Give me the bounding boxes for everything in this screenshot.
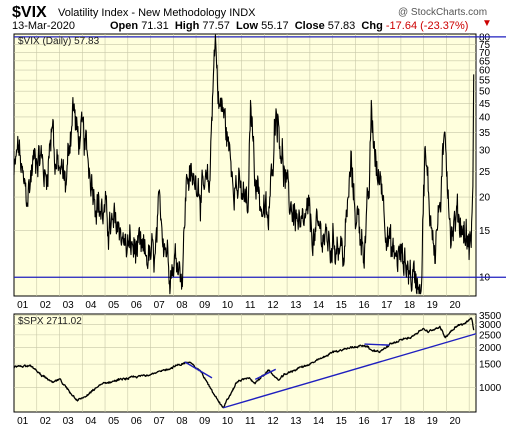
index-name: Volatility Index - New Methodology INDX (58, 7, 256, 19)
vix-x-tick-label: 07 (154, 300, 166, 311)
high-value: 77.57 (202, 20, 230, 32)
vix-y-tick-label: 40 (479, 112, 491, 123)
symbol-title: $VIX (12, 4, 47, 21)
spx-price-line (13, 317, 475, 409)
spx-x-tick-label: 12 (267, 416, 279, 427)
spx-x-tick-label: 05 (108, 416, 120, 427)
spx-long-term-trendline (223, 333, 477, 409)
vix-y-tick-label: 75 (479, 40, 491, 51)
spx-plot-background (13, 313, 477, 413)
vix-x-tick-label: 11 (245, 300, 256, 311)
vix-y-tick-label: 10 (479, 273, 491, 284)
change-label: Chg (361, 20, 383, 32)
vix-y-tick-label: 25 (479, 167, 491, 178)
spx-y-tick-label: 1000 (479, 383, 502, 394)
vix-y-tick-label: 50 (479, 87, 491, 98)
vix-panel: 01 02 03 04 05 06 07 08 09 10 11 12 13 14 15 16 17 18 19 20… (13, 32, 506, 311)
vix-x-tick-label: 14 (313, 300, 325, 311)
spx-x-tick-label: 14 (313, 416, 325, 427)
vix-plot-background (13, 33, 477, 297)
spx-y-tick-label: 2000 (479, 343, 502, 354)
spx-x-tick-label: 15 (336, 416, 348, 427)
vix-x-tick-label: 13 (290, 300, 302, 311)
vix-x-tick-label: 18 (404, 300, 416, 311)
open-value: 71.31 (141, 20, 169, 32)
spx-x-tick-label: 20 (449, 416, 461, 427)
spx-x-tick-label: 03 (63, 416, 75, 427)
spx-y-tick-label: 2500 (479, 330, 502, 341)
vix-y-tick-label: 45 (479, 99, 491, 110)
spx-x-tick-label: 13 (290, 416, 302, 427)
spx-2007-trendline (184, 361, 213, 379)
quote-date: 13-Mar-2020 (12, 20, 75, 32)
index-description: Volatility Index - New Methodology (58, 7, 227, 19)
open-label: Open (110, 20, 139, 32)
vix-y-tick-label: 20 (479, 193, 491, 204)
vix-x-tick-label: 06 (131, 300, 143, 311)
vix-x-tick-label: 02 (40, 300, 52, 311)
spx-2015-trendline (364, 343, 390, 346)
spx-y-tick-label: 3500 (479, 311, 502, 322)
vix-x-tick-label: 05 (108, 300, 120, 311)
vix-y-tick-label: 80 (479, 32, 491, 43)
spx-x-tick-label: 17 (381, 416, 393, 427)
vix-x-tick-label: 12 (267, 300, 279, 311)
high-label: High (174, 20, 200, 32)
vix-x-tick-label: 04 (85, 300, 97, 311)
down-arrow-icon: ▼ (482, 18, 492, 29)
vix-x-tick-label: 08 (176, 300, 188, 311)
vix-x-tick-label: 16 (358, 300, 370, 311)
vix-x-tick-label: 17 (381, 300, 393, 311)
spx-panel: 01 02 03 04 05 06 07 08 09 10 11 12 13 14 15 16 17 18 19 20… (13, 311, 502, 427)
close-label: Close (294, 20, 325, 32)
spx-legend: $SPX 2711.02 (18, 316, 82, 327)
change-value: -17.64 (-23.37%) (385, 20, 469, 32)
spx-x-tick-label: 16 (358, 416, 370, 427)
vix-x-tick-label: 01 (17, 300, 29, 311)
vix-y-tick-label: 70 (479, 48, 491, 59)
spx-x-tick-label: 08 (176, 416, 188, 427)
spx-x-tick-label: 01 (17, 416, 29, 427)
brand-watermark: @ StockCharts.com (398, 7, 488, 18)
vix-x-tick-label: 03 (63, 300, 75, 311)
low-value: 55.17 (261, 20, 289, 32)
spx-x-tick-label: 07 (154, 416, 166, 427)
vix-price-line (13, 34, 475, 295)
vix-x-tick-label: 15 (336, 300, 348, 311)
vix-y-tick-label: 60 (479, 66, 491, 77)
vix-x-tick-label: 10 (222, 300, 234, 311)
low-label: Low (236, 20, 259, 32)
ohlc-summary: Open 71.31 High 77.57 Low 55.17 Close 57… (110, 20, 468, 32)
spx-x-tick-label: 10 (222, 416, 234, 427)
vix-x-tick-label: 20 (449, 300, 461, 311)
spx-x-tick-label: 11 (245, 416, 256, 427)
spx-x-tick-label: 02 (40, 416, 52, 427)
spx-x-tick-label: 19 (427, 416, 439, 427)
spx-x-tick-label: 04 (85, 416, 97, 427)
spx-y-tick-label: 3000 (479, 320, 502, 331)
spx-y-tick-label: 1500 (479, 360, 502, 371)
vix-y-tick-label: 35 (479, 128, 491, 139)
vix-y-tick-label: 30 (479, 146, 491, 157)
spx-x-tick-label: 06 (131, 416, 143, 427)
vix-y-tick-label: 55 (479, 76, 491, 87)
vix-legend: $VIX (Daily) 57.83 (18, 36, 100, 47)
spx-2011-trendline (254, 368, 277, 380)
spx-x-tick-label: 18 (404, 416, 416, 427)
spx-x-tick-label: 09 (199, 416, 211, 427)
close-value: 57.83 (327, 20, 356, 32)
exchange-label: INDX (229, 7, 256, 19)
vix-x-tick-label: 19 (427, 300, 439, 311)
vix-y-tick-label: 15 (479, 226, 491, 237)
vix-y-tick-label: 65 (479, 56, 491, 67)
vix-x-tick-label: 09 (199, 300, 211, 311)
